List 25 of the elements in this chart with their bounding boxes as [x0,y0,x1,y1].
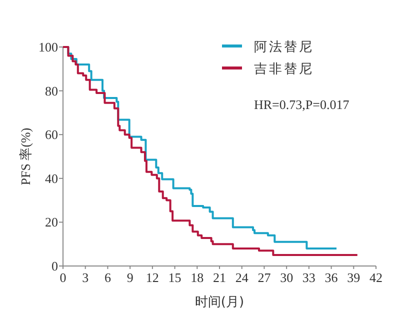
x-tick-label: 21 [213,270,226,285]
y-tick-label: 80 [45,83,58,98]
y-axis-title: PFS 率(%) [18,128,33,186]
y-tick-label: 60 [45,127,58,142]
annotation: HR=0.73,P=0.017 [254,97,350,112]
legend-label: 吉非替尼 [254,62,314,77]
x-tick-label: 12 [146,270,159,285]
y-tick-label: 100 [38,40,58,54]
x-tick-label: 39 [347,270,360,285]
y-tick-label: 0 [52,258,58,274]
x-tick-label: 33 [302,270,316,285]
x-tick-label: 9 [126,270,134,285]
x-tick-label: 6 [104,270,112,285]
x-tick-label: 3 [82,270,89,285]
x-tick-label: 18 [190,270,204,285]
y-tick-label: 40 [45,170,58,186]
x-tick-label: 15 [168,270,182,285]
x-axis-title: 时间(月) [194,295,244,310]
x-tick-label: 27 [258,270,272,285]
y-tick-label: 20 [45,214,58,230]
x-tick-label: 36 [324,270,338,285]
x-tick-label: 30 [280,270,294,285]
legend-label: 阿法替尼 [254,40,314,55]
x-tick-label: 24 [235,270,249,285]
x-tick-label: 42 [370,270,382,285]
